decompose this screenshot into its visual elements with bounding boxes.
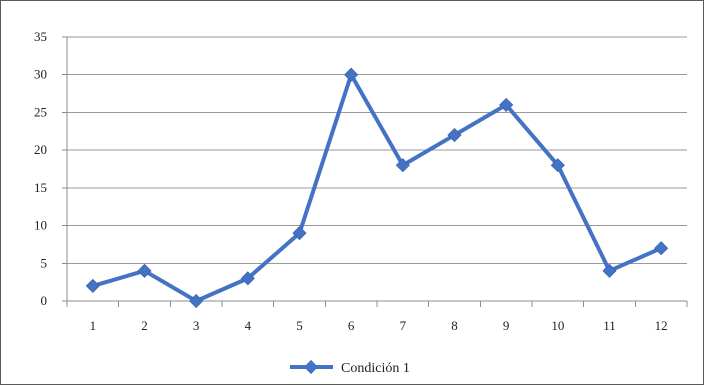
x-tick-label: 8: [451, 318, 458, 333]
data-point-marker: [292, 226, 307, 241]
legend-label: Condición 1: [341, 361, 410, 376]
series-line: [90, 72, 664, 303]
x-tick-label: 6: [348, 318, 355, 333]
legend: Condición 1: [290, 359, 410, 376]
x-tick-label: 2: [141, 318, 148, 333]
data-point-marker: [344, 67, 359, 82]
series-layer: [85, 67, 669, 309]
x-tick-label: 1: [90, 318, 97, 333]
x-tick-label: 3: [193, 318, 200, 333]
y-tick-label: 10: [34, 218, 47, 233]
y-tick-label: 20: [34, 142, 47, 157]
x-tick-label: 9: [503, 318, 510, 333]
y-tick-label: 30: [34, 67, 47, 82]
data-point-marker: [550, 158, 565, 173]
data-point-marker: [395, 158, 410, 173]
legend-swatch-marker: [303, 359, 319, 375]
x-tick-label: 11: [603, 318, 616, 333]
y-tick-label: 5: [41, 255, 48, 270]
data-point-marker: [654, 241, 669, 256]
x-tick-label: 10: [551, 318, 564, 333]
data-point-marker: [240, 271, 255, 286]
y-tick-label: 35: [34, 29, 47, 44]
data-point-marker: [499, 97, 514, 112]
data-point-marker: [137, 263, 152, 278]
data-point-marker: [85, 278, 100, 293]
y-tick-label: 25: [34, 104, 47, 119]
x-tick-label: 7: [400, 318, 407, 333]
x-tick-label: 5: [296, 318, 303, 333]
data-point-marker: [602, 263, 617, 278]
x-axis: 1 2 3 4 5 6 7 8 9 10 11 12: [66, 301, 688, 333]
y-tick-label: 0: [41, 293, 48, 308]
y-axis-ticks: 0 5 10 15 20 25 30 35: [34, 29, 68, 308]
y-tick-label: 15: [34, 180, 47, 195]
gridlines: [67, 36, 687, 302]
x-tick-label: 12: [655, 318, 668, 333]
data-point-marker: [189, 293, 204, 309]
data-point-marker: [447, 127, 462, 143]
x-tick-label: 4: [245, 318, 252, 333]
